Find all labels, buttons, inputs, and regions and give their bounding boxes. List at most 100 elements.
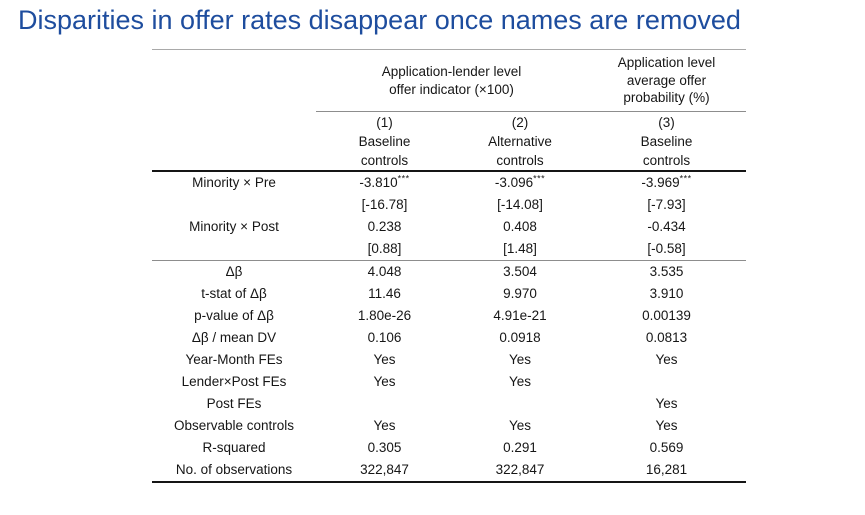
data-cell: 4.048: [367, 264, 402, 279]
data-cell: 0.305: [367, 440, 402, 455]
data-cell: 11.46: [368, 286, 401, 301]
table-row-r-squared: R-squared 0.305 0.291 0.569: [152, 437, 746, 459]
group-header-line: average offer: [626, 72, 707, 88]
group-header-spacer: [152, 49, 316, 112]
data-cell: Yes: [373, 418, 396, 433]
data-cell: Yes: [373, 374, 396, 389]
data-cell: [-0.58]: [587, 238, 746, 261]
data-cell: 3.910: [649, 286, 684, 301]
column-header-3: (3) Baseline controls: [587, 111, 746, 172]
data-cell: 322,847: [453, 459, 587, 483]
data-cell: [1.48]: [453, 238, 587, 261]
coefficient: -3.096: [494, 175, 534, 190]
row-label: [152, 194, 316, 216]
group-header-offer-indicator: Application-lender level offer indicator…: [316, 49, 587, 112]
column-header-row: (1) Baseline controls (2) Alternative co…: [152, 111, 746, 172]
column-header-1: (1) Baseline controls: [316, 111, 453, 172]
column-name: Baseline: [640, 133, 693, 149]
slide-title: Disparities in offer rates disappear onc…: [18, 5, 741, 35]
row-label: t-stat of Δβ: [201, 286, 267, 301]
data-cell: 0.238: [367, 219, 402, 234]
data-cell: Yes: [508, 418, 532, 433]
data-cell: 16,281: [587, 459, 746, 483]
coefficient: -3.969: [641, 175, 680, 190]
table-row-minority-pre-tstat: [-16.78] [-14.08] [-7.93]: [152, 194, 746, 216]
data-cell: 9.970: [503, 286, 537, 301]
row-label: [152, 238, 316, 261]
table-row-minority-post: Minority × Post 0.238 0.408 -0.434: [152, 216, 746, 238]
table-row-tstat-delta-beta: t-stat of Δβ 11.46 9.970 3.910: [152, 283, 746, 305]
table-body: Minority × Pre -3.810*** -3.096*** -3.96…: [152, 171, 746, 483]
data-cell: [587, 371, 746, 393]
group-header-avg-offer-probability: Application level average offer probabil…: [587, 49, 746, 112]
row-label: Minority × Pre: [192, 175, 276, 190]
table-row-delta-beta: Δβ 4.048 3.504 3.535: [152, 261, 746, 284]
table-row-observable-controls: Observable controls Yes Yes Yes: [152, 415, 746, 437]
data-cell: 0.291: [503, 440, 537, 455]
data-cell: 0.106: [367, 330, 402, 345]
table-row-minority-post-tstat: [0.88] [1.48] [-0.58]: [152, 238, 746, 261]
table-row-lender-post-fes: Lender×Post FEs Yes Yes: [152, 371, 746, 393]
data-cell: [-7.93]: [647, 197, 686, 212]
table-row-post-fes: Post FEs Yes: [152, 393, 746, 415]
row-label: Δβ: [225, 264, 243, 279]
column-number: (3): [658, 114, 675, 130]
data-cell: Yes: [655, 396, 678, 411]
table-row-num-observations: No. of observations 322,847 322,847 16,2…: [152, 459, 746, 483]
data-cell: [0.88]: [316, 238, 453, 261]
data-cell: Yes: [508, 352, 532, 367]
data-cell: 1.80e-26: [357, 308, 412, 323]
data-cell: Yes: [655, 418, 678, 433]
column-name: controls: [496, 152, 544, 168]
table-row-pvalue-delta-beta: p-value of Δβ 1.80e-26 4.91e-21 0.00139: [152, 305, 746, 327]
data-cell: -3.096***: [453, 171, 587, 194]
row-label: Minority × Post: [189, 219, 279, 234]
data-cell: 0.408: [503, 219, 537, 234]
data-cell: [453, 393, 587, 415]
data-cell: 4.91e-21: [493, 308, 547, 323]
column-header-2: (2) Alternative controls: [453, 111, 587, 172]
data-cell: Yes: [655, 352, 678, 367]
significance-stars: ***: [679, 173, 692, 184]
data-cell: 0.00139: [642, 308, 691, 323]
data-cell: Yes: [508, 374, 532, 389]
significance-stars: ***: [533, 173, 546, 184]
column-name: Baseline: [358, 133, 411, 149]
results-table-container: Application-lender level offer indicator…: [152, 49, 746, 483]
data-cell: -0.434: [647, 219, 686, 234]
group-header-line: offer indicator (×100): [389, 81, 514, 97]
column-name: controls: [360, 152, 409, 168]
data-cell: -3.810***: [316, 171, 453, 194]
data-cell: 3.535: [649, 264, 684, 279]
data-cell: [-16.78]: [361, 197, 408, 212]
column-number: (2): [511, 114, 529, 130]
row-label: Lender×Post FEs: [181, 374, 287, 389]
table-row-year-month-fes: Year-Month FEs Yes Yes Yes: [152, 349, 746, 371]
column-number: (1): [376, 114, 393, 130]
data-cell: Yes: [373, 352, 396, 367]
coefficient: -3.810: [359, 175, 398, 190]
data-cell: 0.569: [649, 440, 684, 455]
group-header-line: probability (%): [623, 90, 710, 106]
column-name: controls: [642, 152, 691, 168]
data-cell: [-14.08]: [497, 197, 543, 212]
data-cell: -3.969***: [587, 171, 746, 194]
table-row-minority-pre: Minority × Pre -3.810*** -3.096*** -3.96…: [152, 171, 746, 194]
data-cell: 322,847: [316, 459, 453, 483]
group-header-row: Application-lender level offer indicator…: [152, 49, 746, 112]
data-cell: 0.0813: [645, 330, 688, 345]
column-name: Alternative: [488, 133, 552, 149]
significance-stars: ***: [397, 173, 410, 184]
data-cell: 0.0918: [499, 330, 541, 345]
results-table: Application-lender level offer indicator…: [152, 49, 746, 483]
row-label: No. of observations: [152, 459, 316, 483]
group-header-line: Application level: [617, 55, 716, 71]
row-label: Post FEs: [206, 396, 262, 411]
row-label: Δβ / mean DV: [191, 330, 277, 345]
data-cell: [316, 393, 453, 415]
column-header-spacer: [152, 111, 316, 172]
group-header-line: Application-lender level: [381, 64, 522, 79]
row-label: R-squared: [202, 440, 266, 455]
row-label: Observable controls: [173, 418, 295, 433]
